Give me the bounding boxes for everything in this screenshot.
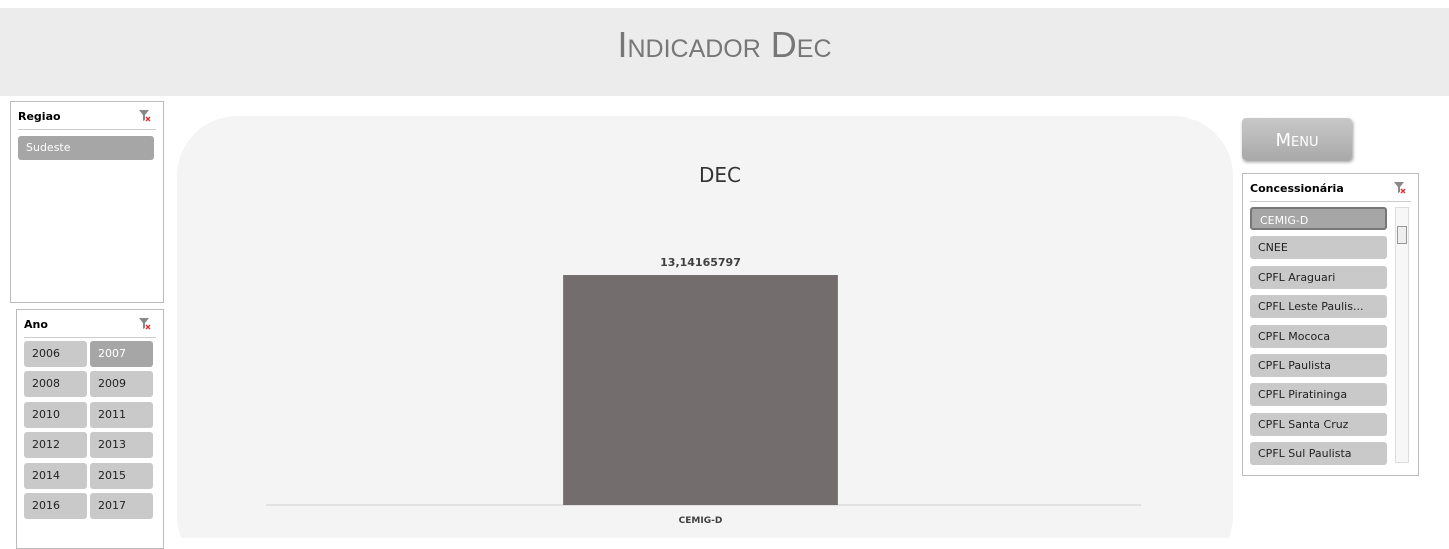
scrollbar[interactable] [1395,207,1409,463]
menu-button[interactable]: Menu [1242,118,1352,160]
clear-filter-icon[interactable] [1394,182,1406,194]
header: Indicador Dec [0,8,1449,96]
slicer-item[interactable]: 2014 [24,462,87,489]
chart-title: DEC [699,163,741,187]
ano-slicer: Ano 2006 2007 2008 2009 2010 2011 2012 2013 2014 2… [16,309,164,549]
slicer-item[interactable]: CPFL Mococa [1250,324,1387,348]
value-label: 13,14165797 [660,256,741,269]
slicer-item[interactable]: 2015 [90,462,153,489]
slicer-item[interactable]: CPFL Piratininga [1250,383,1387,407]
header-title: Indicador Dec [617,24,832,65]
slicer-item[interactable]: CNEE [1250,236,1387,260]
divider [1250,201,1411,202]
slicer-title: Ano [24,318,48,331]
page: Indicador Dec Regiao Sudeste Ano 2006 2007 2… [0,8,1449,549]
slicer-item[interactable]: 2013 [90,432,153,459]
bar [563,275,838,505]
slicer-item[interactable]: 2010 [24,401,87,428]
regiao-slicer: Regiao Sudeste [10,101,164,303]
slicer-item[interactable]: Sudeste [18,136,154,160]
slicer-item[interactable]: CEMIG-D [1250,207,1387,230]
slicer-item[interactable]: CPFL Santa Cruz [1250,412,1387,436]
slicer-item[interactable]: 2017 [90,493,153,519]
slicer-item[interactable]: 2007 [90,341,153,367]
slicer-item[interactable]: 2008 [24,371,87,398]
slicer-item[interactable]: 2009 [90,371,153,398]
divider [18,129,156,130]
clear-filter-icon[interactable] [139,110,151,122]
slicer-item[interactable]: CPFL Sul Paulista [1250,442,1387,466]
divider [24,337,156,338]
chart-panel [177,116,1233,538]
slicer-item[interactable]: 2006 [24,341,87,367]
concessionaria-slicer: Concessionária CEMIG-D CNEE CPFL Araguari CP… [1242,173,1419,476]
slicer-item[interactable]: 2016 [24,493,87,519]
x-tick-label: CEMIG-D [679,516,723,526]
slicer-title: Concessionária [1250,182,1344,195]
clear-filter-icon[interactable] [139,318,151,330]
slicer-item[interactable]: 2012 [24,432,87,459]
slicer-item[interactable]: CPFL Paulista [1250,354,1387,377]
slicer-item[interactable]: CPFL Araguari [1250,265,1387,289]
slicer-title: Regiao [18,110,61,123]
scroll-thumb[interactable] [1397,226,1407,244]
slicer-item[interactable]: 2011 [90,401,153,428]
slicer-item[interactable]: CPFL Leste Paulis... [1250,295,1387,319]
